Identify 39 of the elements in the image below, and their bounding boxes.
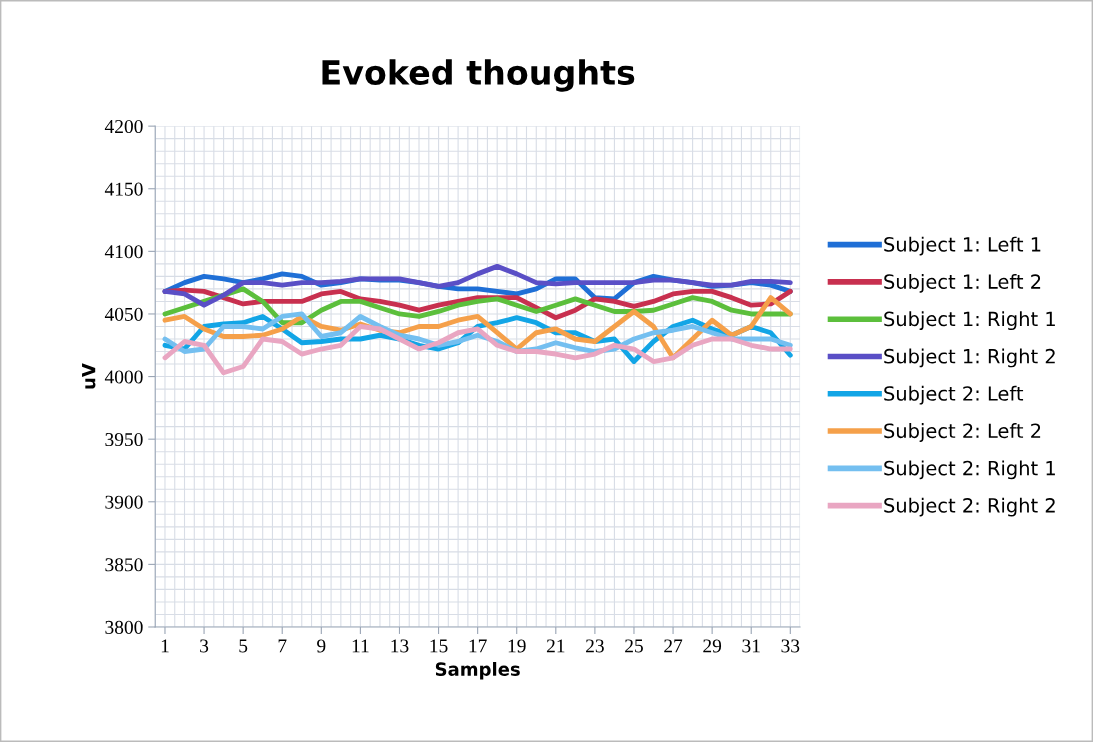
x-axis-title: Samples xyxy=(435,661,520,680)
x-tick-label: 7 xyxy=(278,639,287,653)
legend-label: Subject 1: Left 2 xyxy=(884,273,1041,293)
y-tick-label: 3950 xyxy=(105,432,143,447)
legend-label: Subject 1: Left 1 xyxy=(884,236,1041,256)
x-tick-label: 33 xyxy=(781,639,800,653)
line-series xyxy=(162,324,793,376)
x-tick-label: 13 xyxy=(391,639,409,653)
y-tick-label: 3900 xyxy=(105,495,143,509)
legend-label: Subject 1: Right 1 xyxy=(884,311,1055,331)
legend-label: Subject 2: Left xyxy=(884,385,1024,405)
x-tick-label: 25 xyxy=(625,639,643,653)
y-tick-label: 3800 xyxy=(105,620,143,634)
chart-title: Evoked thoughts xyxy=(322,59,635,92)
y-tick-label: 4200 xyxy=(104,119,143,134)
x-tick-label: 31 xyxy=(742,639,760,653)
x-tick-label: 23 xyxy=(586,639,604,653)
legend-label: Subject 2: Left 2 xyxy=(884,423,1041,442)
x-tick-label: 27 xyxy=(664,639,683,653)
x-tick-label: 19 xyxy=(508,639,526,653)
x-tick-label: 5 xyxy=(239,639,248,653)
y-tick-label: 4100 xyxy=(104,245,143,259)
y-tick-label: 3850 xyxy=(105,558,143,572)
y-tick-label: 4050 xyxy=(104,307,143,321)
legend-label: Subject 1: Right 2 xyxy=(884,348,1055,368)
x-tick-label: 17 xyxy=(469,639,487,653)
x-tick-label: 21 xyxy=(546,639,565,653)
y-axis-title: uV xyxy=(82,363,96,389)
x-tick-label: 15 xyxy=(430,639,448,653)
y-tick-label: 4150 xyxy=(104,182,143,196)
x-tick-label: 1 xyxy=(161,639,169,653)
x-tick-label: 29 xyxy=(703,639,722,653)
legend-label: Subject 2: Right 1 xyxy=(884,460,1055,480)
y-tick-label: 4000 xyxy=(104,370,143,384)
legend-label: Subject 2: Right 2 xyxy=(884,497,1055,517)
x-tick-label: 11 xyxy=(352,639,369,653)
x-tick-label: 3 xyxy=(200,639,209,653)
line-series xyxy=(162,263,793,308)
x-tick-label: 9 xyxy=(317,639,326,653)
